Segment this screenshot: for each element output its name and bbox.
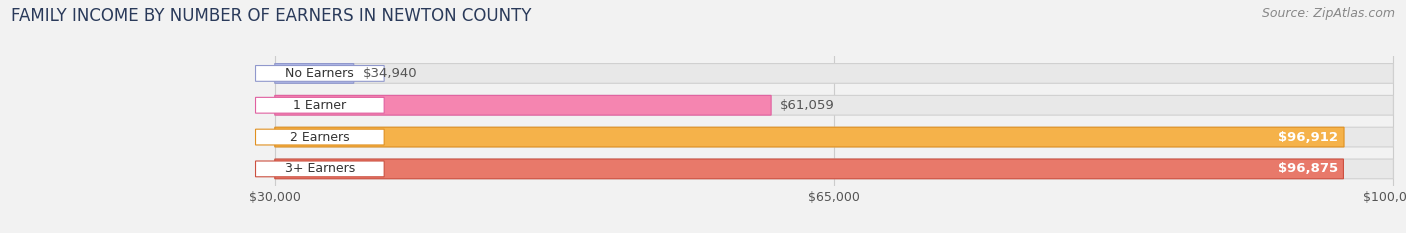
FancyBboxPatch shape [274, 159, 1393, 179]
Text: $96,912: $96,912 [1278, 130, 1339, 144]
Text: 3+ Earners: 3+ Earners [285, 162, 354, 175]
FancyBboxPatch shape [274, 127, 1393, 147]
FancyBboxPatch shape [256, 97, 384, 113]
Text: 1 Earner: 1 Earner [294, 99, 346, 112]
FancyBboxPatch shape [256, 161, 384, 177]
Text: No Earners: No Earners [285, 67, 354, 80]
FancyBboxPatch shape [274, 64, 1393, 83]
Text: 2 Earners: 2 Earners [290, 130, 350, 144]
Text: Source: ZipAtlas.com: Source: ZipAtlas.com [1261, 7, 1395, 20]
Text: $34,940: $34,940 [363, 67, 418, 80]
FancyBboxPatch shape [274, 159, 1344, 179]
FancyBboxPatch shape [256, 129, 384, 145]
Text: FAMILY INCOME BY NUMBER OF EARNERS IN NEWTON COUNTY: FAMILY INCOME BY NUMBER OF EARNERS IN NE… [11, 7, 531, 25]
FancyBboxPatch shape [274, 95, 770, 115]
FancyBboxPatch shape [256, 65, 384, 81]
FancyBboxPatch shape [274, 95, 1393, 115]
Text: $61,059: $61,059 [780, 99, 835, 112]
FancyBboxPatch shape [274, 64, 354, 83]
FancyBboxPatch shape [274, 127, 1344, 147]
Text: $96,875: $96,875 [1278, 162, 1339, 175]
